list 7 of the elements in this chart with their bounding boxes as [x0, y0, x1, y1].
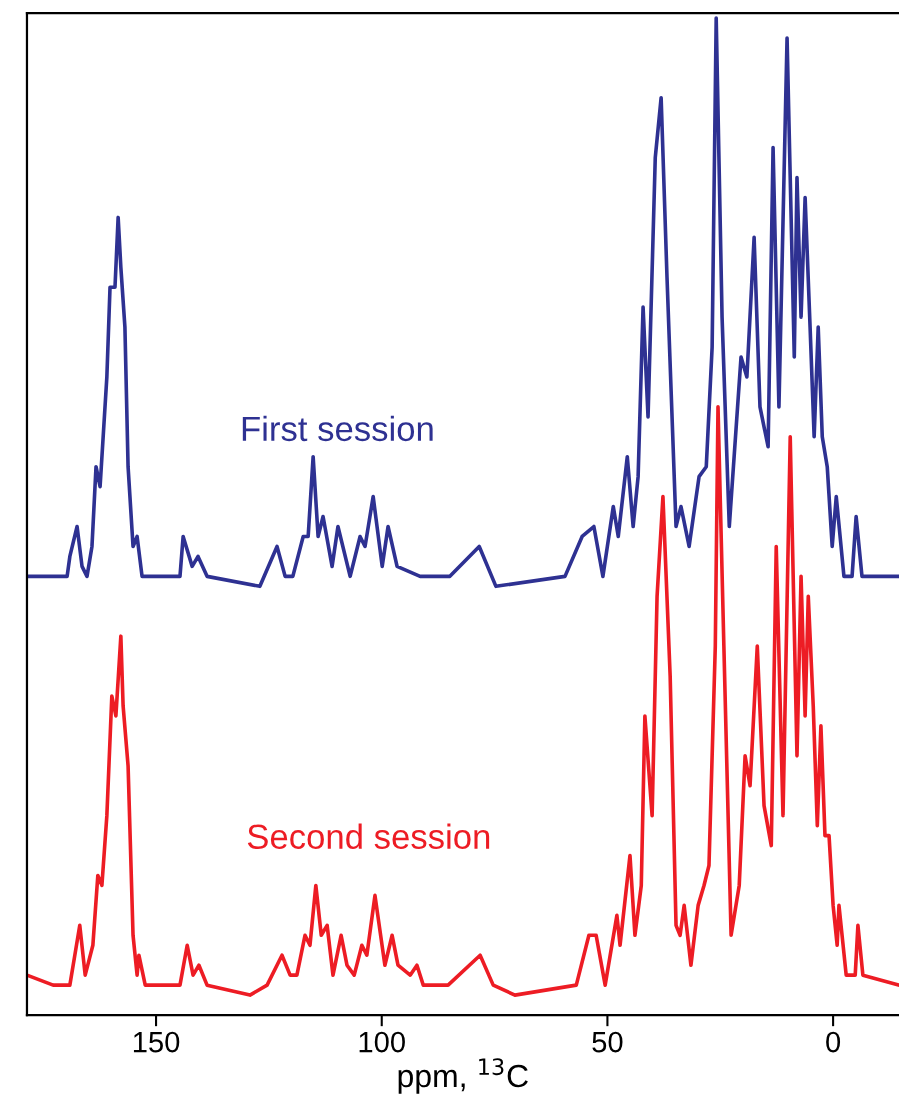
x-tick-label: 100	[359, 1031, 405, 1053]
x-axis-title: ppm, $^{13}$C	[398, 1058, 528, 1094]
series-label: First session	[242, 415, 433, 442]
x-tick-label: 0	[826, 1031, 841, 1053]
x-tick-label: 150	[133, 1031, 180, 1053]
series-label: Second session	[247, 823, 490, 850]
x-tick-label: 50	[592, 1031, 623, 1053]
